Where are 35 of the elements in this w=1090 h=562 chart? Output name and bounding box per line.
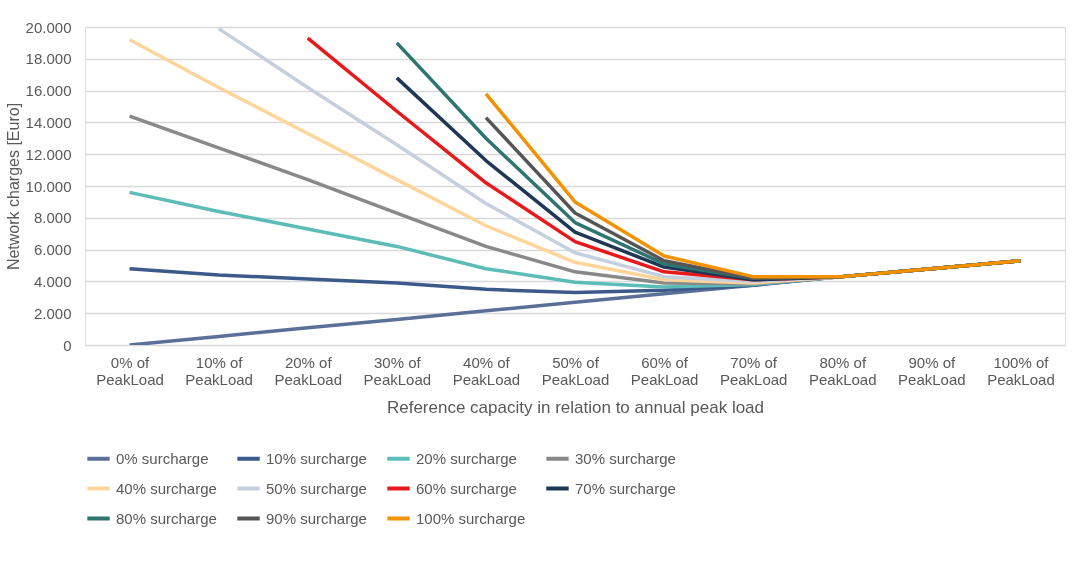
x-tick-label: 70% of PeakLoad [719, 353, 788, 388]
legend-label: 100% surcharge [416, 509, 526, 527]
legend-label: 0% surcharge [116, 449, 209, 467]
x-tick-label: 40% of PeakLoad [452, 353, 521, 388]
y-tick-label: 10.000 [25, 177, 72, 195]
legend-label: 30% surcharge [575, 449, 676, 467]
legend-label: 10% surcharge [266, 449, 367, 467]
y-tick-label: 20.000 [25, 18, 72, 36]
y-tick-label: 16.000 [25, 82, 72, 100]
y-axis-title: Network charges [Euro] [4, 102, 22, 271]
y-tick-label: 4.000 [33, 272, 72, 290]
x-tick-label: 90% of PeakLoad [898, 353, 966, 388]
legend-label: 60% surcharge [416, 479, 517, 497]
y-tick-label: 2.000 [33, 304, 72, 322]
x-axis-title: Reference capacity in relation to annual peak load [386, 397, 765, 417]
x-tick-label: 50% of PeakLoad [541, 353, 610, 388]
x-tick-label: 0% of PeakLoad [96, 353, 164, 388]
x-tick-label: 80% of PeakLoad [808, 353, 877, 388]
x-tick-label: 30% of PeakLoad [363, 353, 432, 388]
y-tick-label: 8.000 [33, 209, 72, 227]
y-tick-label: 14.000 [25, 113, 72, 131]
x-tick-label: 20% of PeakLoad [274, 353, 343, 388]
y-tick-label: 0 [63, 336, 72, 354]
y-tick-label: 6.000 [33, 241, 72, 259]
legend-label: 40% surcharge [116, 479, 217, 497]
x-tick-label: 10% of PeakLoad [185, 353, 253, 388]
legend-label: 70% surcharge [575, 479, 676, 497]
y-tick-label: 18.000 [25, 50, 72, 68]
legend-label: 90% surcharge [266, 509, 367, 527]
legend-label: 80% surcharge [116, 509, 217, 527]
legend-label: 20% surcharge [416, 449, 517, 467]
x-tick-label: 100% of PeakLoad [987, 353, 1055, 388]
y-tick-label: 12.000 [25, 145, 72, 163]
x-tick-label: 60% of PeakLoad [630, 353, 699, 388]
legend-label: 50% surcharge [266, 479, 367, 497]
